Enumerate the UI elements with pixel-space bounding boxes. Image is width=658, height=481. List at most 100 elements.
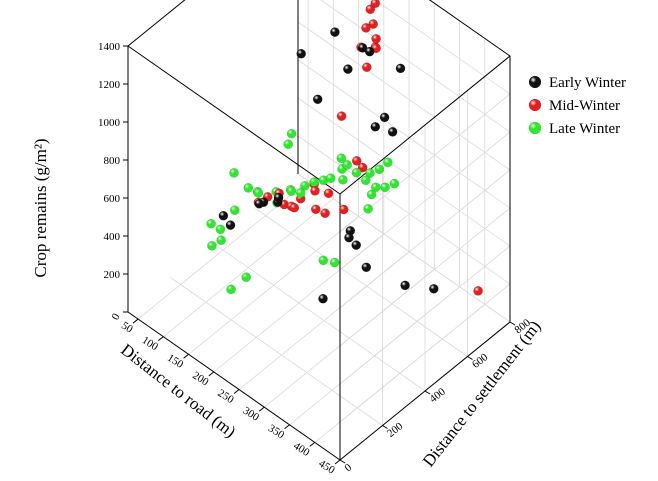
data-point bbox=[338, 204, 349, 215]
grid-line bbox=[297, 135, 511, 285]
y-tick-mark bbox=[509, 321, 516, 326]
x-tick-label: 50 bbox=[119, 320, 135, 336]
y-tick-mark bbox=[339, 459, 346, 464]
data-point bbox=[370, 122, 381, 132]
data-point bbox=[389, 178, 400, 189]
y-tick-label: 200 bbox=[385, 420, 406, 440]
data-point bbox=[312, 94, 323, 105]
y-tick-label: 0 bbox=[342, 461, 354, 474]
z-tick-label: 0 bbox=[109, 311, 122, 322]
data-point bbox=[374, 164, 385, 175]
data-points bbox=[206, 0, 483, 304]
data-point bbox=[309, 177, 320, 187]
x-tick-label: 400 bbox=[291, 440, 312, 459]
data-point bbox=[357, 162, 368, 173]
data-point bbox=[379, 112, 390, 123]
data-point bbox=[351, 156, 362, 166]
grid-line bbox=[255, 208, 468, 357]
data-point bbox=[253, 188, 264, 198]
data-point bbox=[473, 286, 483, 296]
grid-line bbox=[429, 0, 511, 57]
y-tick-mark bbox=[467, 356, 473, 360]
z-tick-label: 600 bbox=[104, 193, 121, 205]
data-point bbox=[318, 293, 328, 304]
data-point bbox=[329, 257, 340, 268]
data-point bbox=[343, 64, 353, 74]
data-point bbox=[295, 188, 306, 198]
data-point bbox=[363, 203, 373, 214]
data-point bbox=[361, 23, 371, 33]
data-point bbox=[206, 218, 216, 229]
data-point bbox=[243, 183, 254, 193]
legend-label: Late Winter bbox=[549, 121, 620, 137]
data-point bbox=[368, 19, 379, 29]
data-point bbox=[323, 188, 334, 199]
data-point bbox=[289, 202, 300, 213]
z-tick-label: 1000 bbox=[98, 117, 121, 129]
z-axis-ticks: 0 200 400 600 800 1000 1200 1400 bbox=[98, 41, 128, 322]
x-tick-label: 200 bbox=[190, 370, 211, 389]
x-tick-label: 150 bbox=[165, 352, 186, 371]
y-tick-mark bbox=[382, 425, 388, 429]
data-point bbox=[395, 63, 406, 74]
data-point bbox=[400, 280, 410, 291]
data-point bbox=[330, 27, 340, 37]
x-tick-label: 250 bbox=[215, 387, 236, 406]
data-point bbox=[344, 232, 354, 243]
z-tick-label: 200 bbox=[104, 269, 121, 281]
grid-line bbox=[297, 21, 511, 171]
data-point bbox=[218, 210, 229, 221]
legend-label: Mid-Winter bbox=[549, 98, 620, 114]
data-point bbox=[351, 240, 362, 250]
x-tick-mark bbox=[309, 441, 316, 447]
box-edge bbox=[428, 0, 511, 57]
data-point bbox=[360, 175, 371, 186]
data-point bbox=[351, 167, 362, 178]
data-point bbox=[310, 204, 321, 215]
data-point bbox=[380, 182, 390, 193]
legend-label: Early Winter bbox=[549, 75, 626, 91]
data-point bbox=[226, 284, 236, 295]
data-point bbox=[361, 262, 372, 273]
data-point bbox=[325, 173, 336, 183]
data-point bbox=[370, 0, 381, 9]
data-point bbox=[229, 168, 239, 178]
data-point bbox=[366, 189, 377, 200]
data-point bbox=[310, 186, 320, 196]
x-tick-mark bbox=[284, 424, 290, 430]
data-point bbox=[229, 205, 240, 215]
data-point bbox=[241, 272, 251, 283]
legend: Early Winter Mid-Winter Late Winter bbox=[528, 75, 626, 137]
x-tick-mark bbox=[158, 336, 164, 342]
grid-line bbox=[212, 242, 426, 392]
x-tick-label: 450 bbox=[316, 458, 337, 477]
data-point bbox=[336, 153, 347, 163]
data-point bbox=[387, 127, 398, 137]
data-point bbox=[361, 62, 372, 72]
y-tick-label: 400 bbox=[427, 385, 448, 405]
grid-line bbox=[320, 0, 511, 133]
data-point bbox=[364, 46, 375, 57]
z-tick-label: 800 bbox=[104, 155, 121, 167]
data-point bbox=[254, 198, 265, 209]
z-axis-label: Crop remains (g/m²) bbox=[31, 138, 50, 277]
x-tick-label: 300 bbox=[241, 405, 262, 424]
x-tick-mark bbox=[208, 371, 215, 377]
data-point bbox=[286, 128, 297, 139]
grid-line bbox=[170, 277, 383, 426]
legend-marker bbox=[528, 121, 542, 135]
z-tick-label: 1200 bbox=[98, 79, 121, 91]
box-edge bbox=[127, 0, 186, 47]
x-tick-mark bbox=[132, 318, 139, 324]
x-tick-mark bbox=[258, 406, 265, 412]
data-point bbox=[320, 208, 330, 218]
x-tick-mark bbox=[334, 459, 341, 465]
data-point bbox=[283, 139, 294, 149]
grid-line bbox=[297, 59, 511, 209]
z-tick-label: 400 bbox=[104, 231, 121, 243]
data-point bbox=[365, 168, 375, 178]
box-edge bbox=[127, 45, 341, 195]
data-point bbox=[382, 157, 393, 168]
